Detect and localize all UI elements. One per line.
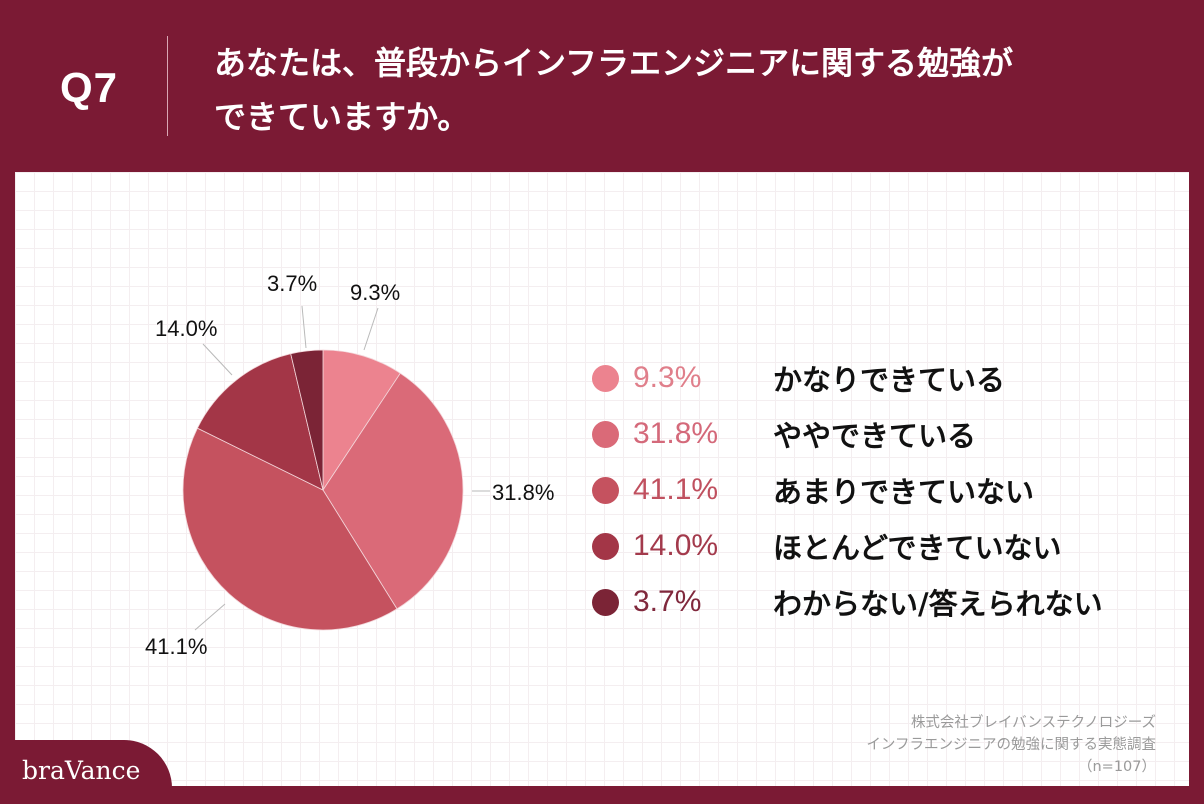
- question-line-1: あなたは、普段からインフラエンジニアに関する勉強が: [214, 44, 1014, 82]
- pie-slice: [290, 349, 324, 491]
- legend-item: 31.8% ややできている: [592, 406, 1103, 462]
- legend-label: かなりできている: [773, 363, 1006, 397]
- legend-item: 9.3% かなりできている: [592, 350, 1103, 406]
- pie-label-s3: 14.0%: [155, 316, 218, 341]
- pie-label-s0: 9.3%: [350, 280, 401, 305]
- pie-slice: [322, 372, 464, 610]
- legend-item: 3.7% わからない/答えられない: [592, 574, 1103, 630]
- pie-label-s2: 41.1%: [145, 634, 208, 659]
- pie-slice: [322, 349, 401, 492]
- pie-slice: [196, 353, 324, 491]
- legend-pct: 14.0%: [633, 529, 719, 562]
- bottom-frame: [0, 786, 1204, 804]
- chart-legend: 9.3% かなりできている 31.8% ややできている 41.1% あまりできて…: [592, 350, 1103, 630]
- legend-dot-icon: [592, 588, 619, 616]
- pie-slice: [182, 427, 398, 631]
- pie-label-s4: 3.7%: [267, 271, 318, 296]
- legend-dot-icon: [592, 364, 619, 392]
- legend-pct: 41.1%: [633, 473, 719, 506]
- question-line-2: できていますか。: [214, 98, 470, 136]
- pie-label-s1: 31.8%: [492, 480, 555, 505]
- header-divider: [167, 36, 168, 136]
- legend-dot-icon: [592, 420, 619, 448]
- legend-pct: 31.8%: [633, 417, 719, 450]
- legend-dot-icon: [592, 476, 619, 504]
- source-sample-size: （n=107）: [1077, 759, 1156, 775]
- question-title: あなたは、普段からインフラエンジニアに関する勉強が できていますか。: [214, 36, 1174, 144]
- header-bar: Q7 あなたは、普段からインフラエンジニアに関する勉強が できていますか。: [0, 0, 1204, 172]
- legend-label: わからない/答えられない: [773, 587, 1103, 621]
- brand-tab: [0, 740, 172, 804]
- legend-item: 41.1% あまりできていない: [592, 462, 1103, 518]
- legend-dot-icon: [592, 532, 619, 560]
- legend-pct: 3.7%: [633, 585, 702, 618]
- legend-item: 14.0% ほとんどできていない: [592, 518, 1103, 574]
- source-note: 株式会社ブレイバンステクノロジーズ インフラエンジニアの勉強に関する実態調査 （…: [866, 712, 1156, 778]
- legend-pct: 9.3%: [633, 361, 702, 394]
- brand-logo: braVance: [22, 756, 141, 785]
- legend-label: あまりできていない: [773, 475, 1035, 509]
- source-company: 株式会社ブレイバンステクノロジーズ: [910, 715, 1156, 731]
- legend-label: ほとんどできていない: [773, 531, 1062, 565]
- leader-lines: [194, 305, 490, 631]
- legend-label: ややできている: [773, 419, 977, 453]
- source-survey: インフラエンジニアの勉強に関する実態調査: [866, 737, 1156, 753]
- question-number: Q7: [60, 64, 119, 111]
